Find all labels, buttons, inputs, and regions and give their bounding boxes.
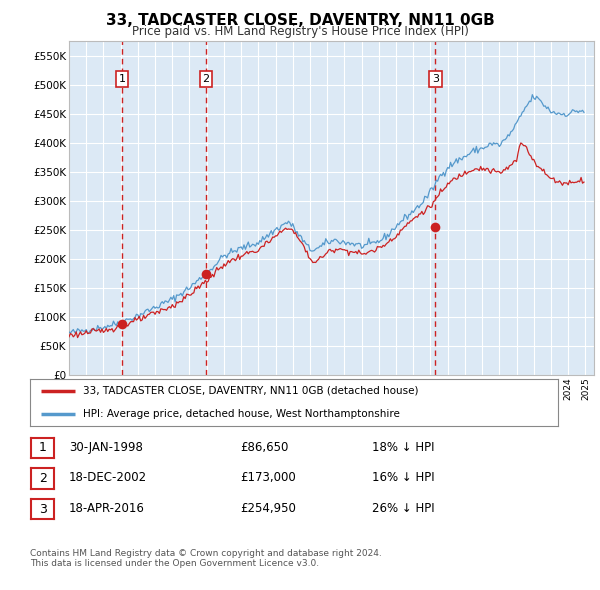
Text: 1: 1 — [119, 74, 125, 84]
Text: 33, TADCASTER CLOSE, DAVENTRY, NN11 0GB: 33, TADCASTER CLOSE, DAVENTRY, NN11 0GB — [106, 13, 494, 28]
Text: £254,950: £254,950 — [240, 502, 296, 515]
Text: 18-DEC-2002: 18-DEC-2002 — [69, 471, 147, 484]
Text: 3: 3 — [38, 503, 47, 516]
Text: £173,000: £173,000 — [240, 471, 296, 484]
Text: Price paid vs. HM Land Registry's House Price Index (HPI): Price paid vs. HM Land Registry's House … — [131, 25, 469, 38]
Text: 30-JAN-1998: 30-JAN-1998 — [69, 441, 143, 454]
Text: 1: 1 — [38, 441, 47, 454]
Text: Contains HM Land Registry data © Crown copyright and database right 2024.: Contains HM Land Registry data © Crown c… — [30, 549, 382, 558]
Text: 2: 2 — [202, 74, 209, 84]
Text: £86,650: £86,650 — [240, 441, 289, 454]
Text: 3: 3 — [432, 74, 439, 84]
Text: HPI: Average price, detached house, West Northamptonshire: HPI: Average price, detached house, West… — [83, 409, 400, 419]
Text: 26% ↓ HPI: 26% ↓ HPI — [372, 502, 434, 515]
Text: 2: 2 — [38, 472, 47, 485]
Text: 16% ↓ HPI: 16% ↓ HPI — [372, 471, 434, 484]
Text: 33, TADCASTER CLOSE, DAVENTRY, NN11 0GB (detached house): 33, TADCASTER CLOSE, DAVENTRY, NN11 0GB … — [83, 386, 418, 395]
Text: 18% ↓ HPI: 18% ↓ HPI — [372, 441, 434, 454]
Text: 18-APR-2016: 18-APR-2016 — [69, 502, 145, 515]
Text: This data is licensed under the Open Government Licence v3.0.: This data is licensed under the Open Gov… — [30, 559, 319, 568]
